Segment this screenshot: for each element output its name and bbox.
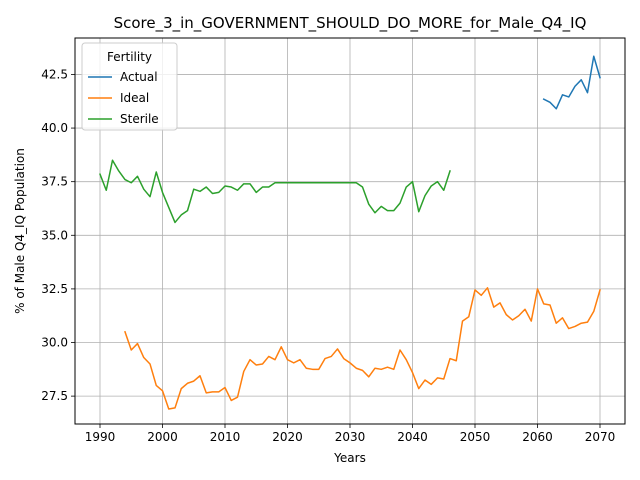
legend-box xyxy=(81,42,178,131)
x-tick-label: 2050 xyxy=(460,430,491,444)
y-tick-label: 42.5 xyxy=(41,67,68,81)
y-tick-label: 40.0 xyxy=(41,121,68,135)
series-line-actual xyxy=(542,55,601,110)
x-tick-label: 2040 xyxy=(397,430,428,444)
x-tick-label: 2010 xyxy=(210,430,241,444)
legend-label-sterile: Sterile xyxy=(120,112,159,126)
ticks: 1990 2000 2010 2020 2030 2040 2050 2060 2070 27.5… xyxy=(41,67,615,444)
y-tick-label: 30.0 xyxy=(41,336,68,350)
y-axis-label: % of Male Q4_IQ Population xyxy=(13,148,27,314)
x-tick-label: 2060 xyxy=(522,430,553,444)
legend-title: Fertility xyxy=(107,50,152,64)
x-tick-label: 1990 xyxy=(85,430,116,444)
legend-label-ideal: Ideal xyxy=(120,91,149,105)
series-line-ideal xyxy=(124,287,601,410)
series-layer xyxy=(99,55,601,410)
legend-label-actual: Actual xyxy=(120,70,158,84)
x-tick-label: 2030 xyxy=(335,430,366,444)
series-line-sterile xyxy=(99,159,451,224)
x-tick-label: 2020 xyxy=(272,430,303,444)
y-tick-label: 37.5 xyxy=(41,175,68,189)
grid xyxy=(75,38,625,424)
x-tick-label: 2000 xyxy=(147,430,178,444)
x-axis-label: Years xyxy=(333,451,366,465)
y-tick-label: 27.5 xyxy=(41,389,68,403)
y-tick-label: 32.5 xyxy=(41,282,68,296)
legend: Fertility Actual Ideal Sterile xyxy=(81,42,178,131)
y-tick-label: 35.0 xyxy=(41,228,68,242)
x-tick-label: 2070 xyxy=(585,430,616,444)
chart-title: Score_3_in_GOVERNMENT_SHOULD_DO_MORE_for… xyxy=(114,14,587,33)
